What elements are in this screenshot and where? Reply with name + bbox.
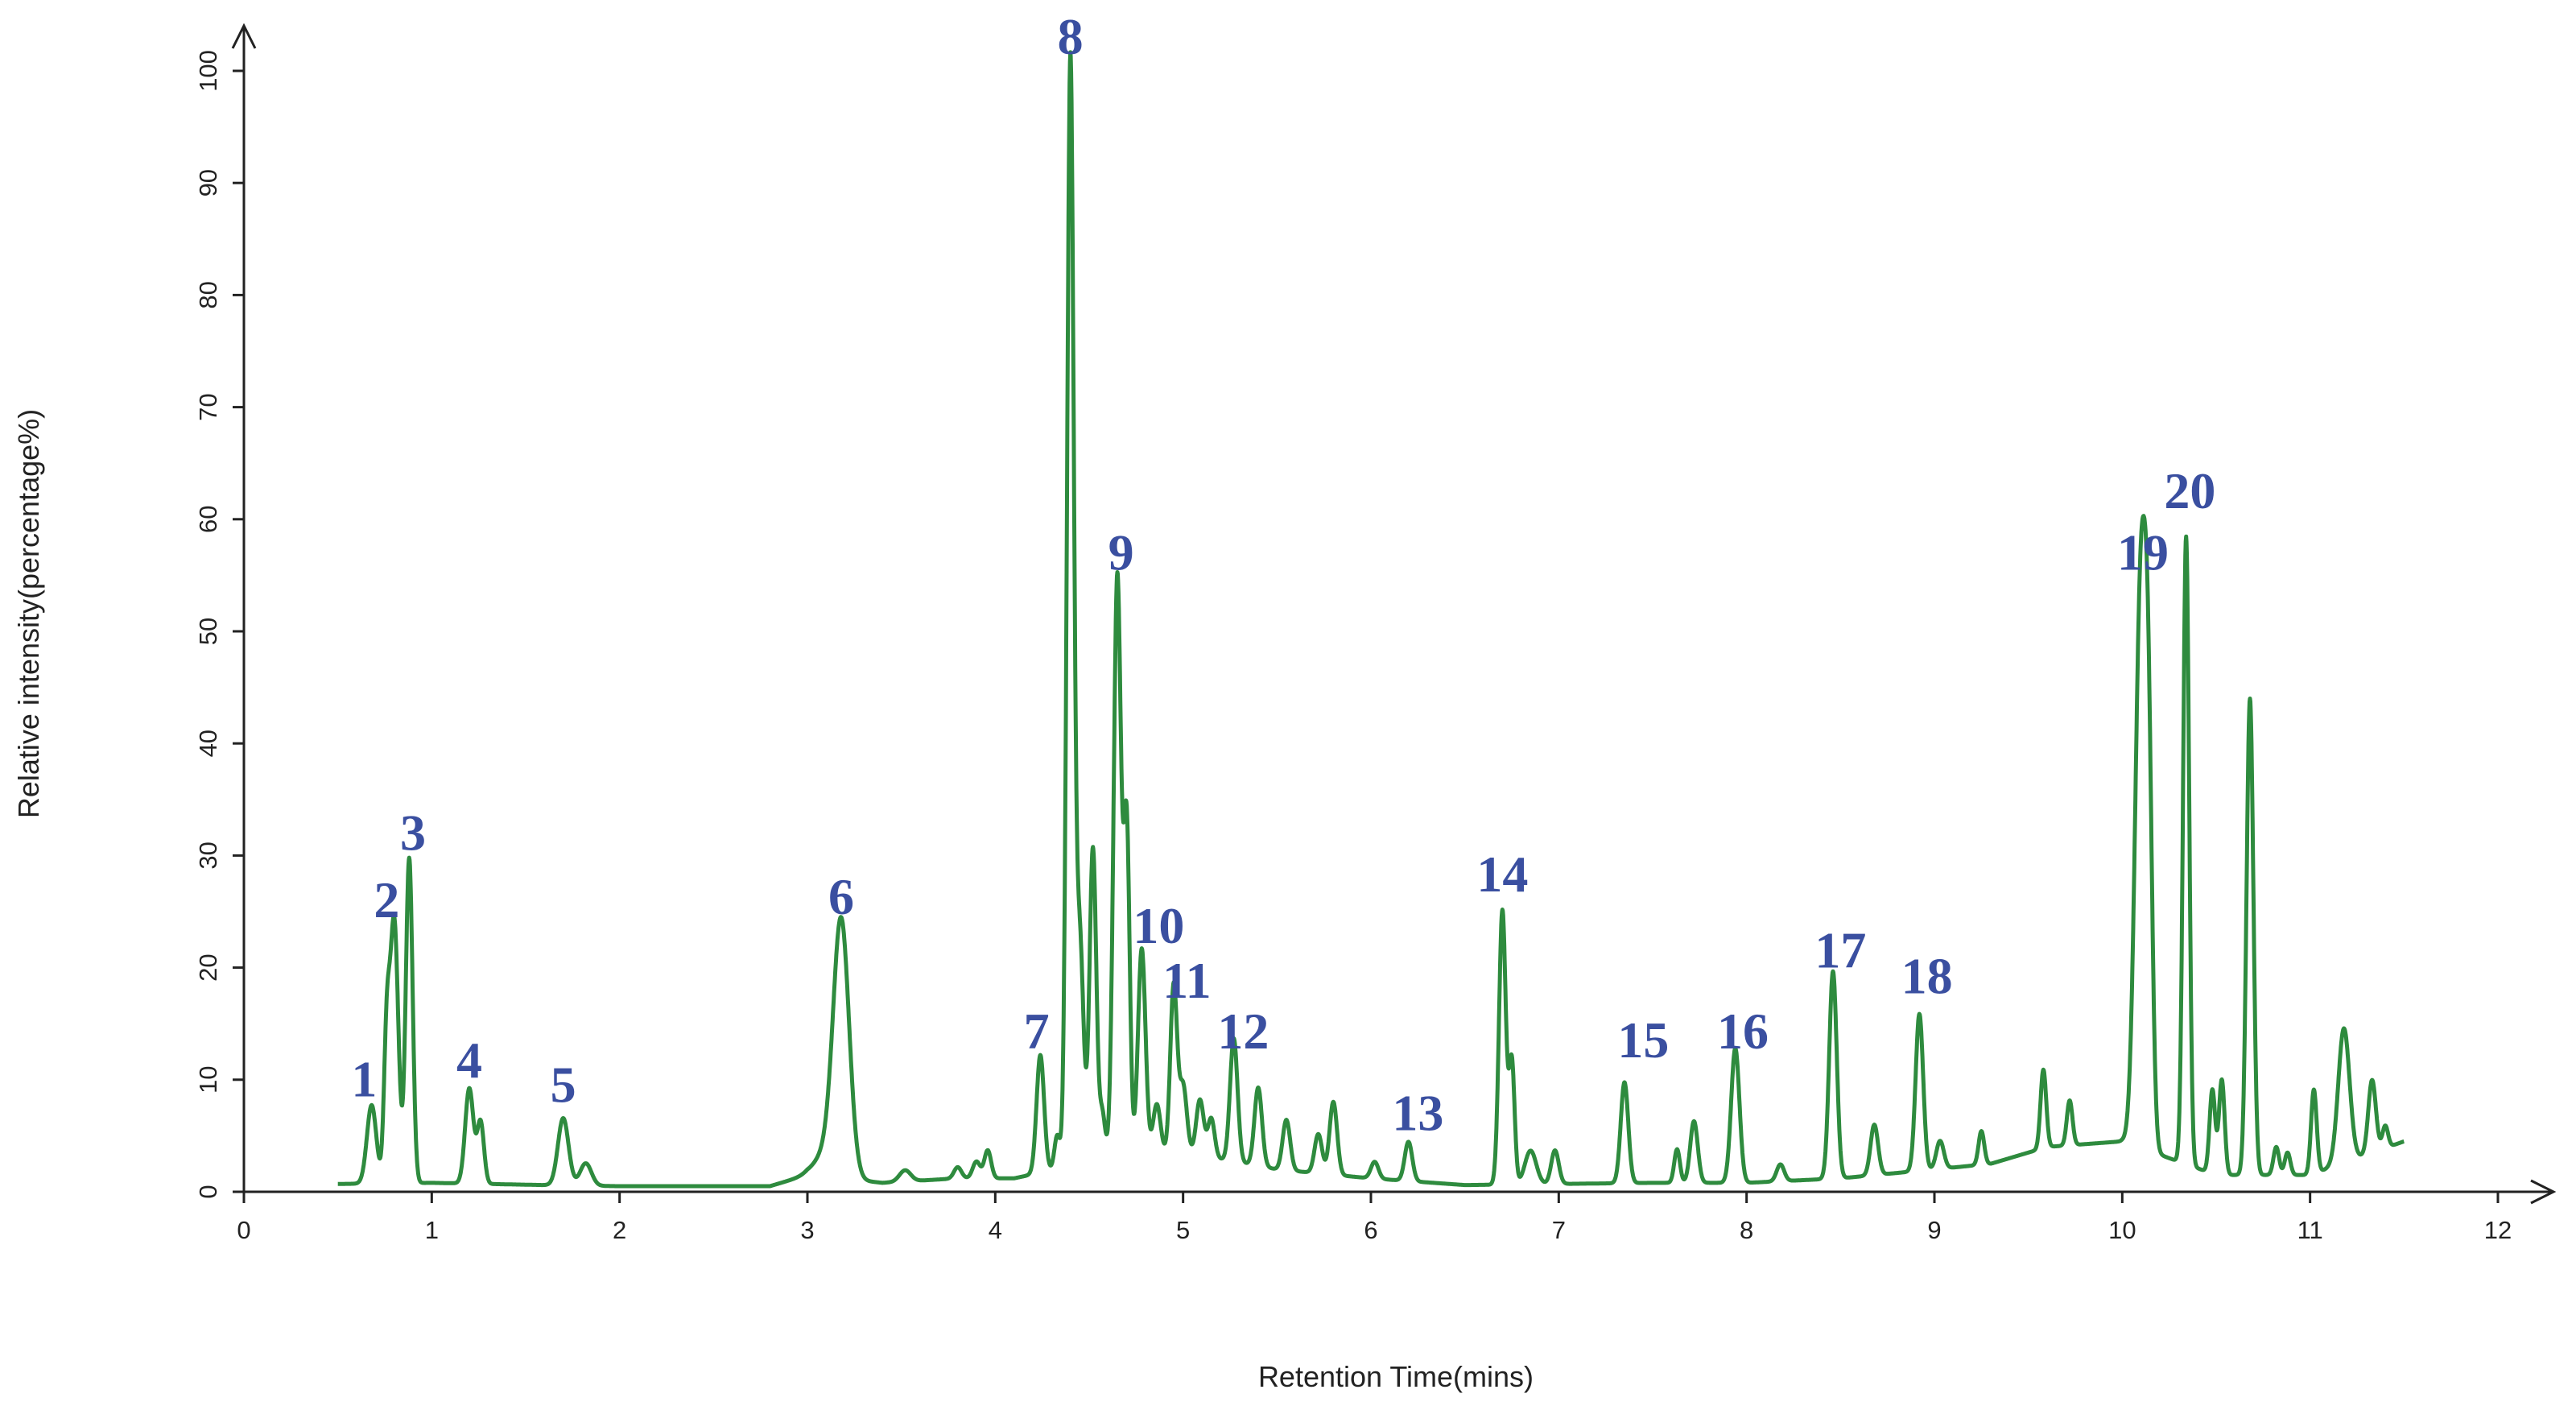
peak-label-15: 15 [1617, 1011, 1669, 1069]
peak-label-3: 3 [400, 804, 426, 861]
series-line-chromatogram [336, 50, 2406, 1189]
y-tick-label: 70 [194, 393, 222, 420]
y-tick-label: 30 [194, 842, 222, 869]
peak-label-13: 13 [1392, 1084, 1443, 1141]
peak-label-8: 8 [1058, 8, 1084, 65]
peak-label-1: 1 [351, 1051, 377, 1108]
peak-label-12: 12 [1217, 1003, 1269, 1060]
x-tick-label: 3 [800, 1216, 814, 1244]
y-ticks: 0 10 20 30 40 50 60 70 80 90 100 [194, 50, 244, 1199]
y-tick-label: 50 [194, 618, 222, 645]
y-tick-label: 60 [194, 506, 222, 533]
y-tick-label: 90 [194, 169, 222, 196]
y-tick-label: 20 [194, 953, 222, 981]
x-tick-label: 12 [2484, 1216, 2512, 1244]
peak-label-10: 10 [1133, 897, 1184, 954]
y-axis-arrowhead [231, 23, 257, 49]
x-tick-label: 11 [2297, 1216, 2323, 1244]
x-tick-label: 9 [1927, 1216, 1941, 1244]
peak-label-19: 19 [2117, 523, 2169, 581]
x-tick-label: 5 [1176, 1216, 1190, 1244]
x-tick-label: 1 [425, 1216, 439, 1244]
x-tick-label: 6 [1364, 1216, 1377, 1244]
x-tick-label: 0 [237, 1216, 250, 1244]
peak-label-9: 9 [1108, 523, 1134, 581]
peak-label-16: 16 [1717, 1003, 1769, 1060]
x-tick-label: 10 [2108, 1216, 2136, 1244]
peak-label-2: 2 [374, 871, 399, 928]
y-tick-label: 0 [194, 1185, 222, 1198]
peak-label-14: 14 [1476, 846, 1528, 903]
peak-label-6: 6 [828, 868, 854, 925]
x-tick-label: 8 [1740, 1216, 1753, 1244]
y-axis-title: Relative intensity(percentage%) [12, 409, 45, 818]
x-axis-arrowhead [2530, 1179, 2557, 1205]
axes [231, 23, 2557, 1205]
y-tick-label: 80 [194, 281, 222, 308]
peak-label-11: 11 [1162, 952, 1211, 1009]
series-layer [336, 50, 2406, 1189]
x-ticks: 0 1 2 3 4 5 6 7 8 9 10 11 12 [237, 1192, 2512, 1244]
peak-label-20: 20 [2164, 462, 2215, 519]
x-tick-label: 2 [613, 1216, 626, 1244]
peak-label-18: 18 [1901, 948, 1953, 1005]
peak-label-7: 7 [1024, 1003, 1050, 1060]
peak-label-5: 5 [551, 1057, 576, 1114]
y-tick-label: 40 [194, 730, 222, 757]
x-axis-title: Retention Time(mins) [1258, 1360, 1534, 1393]
x-tick-label: 7 [1552, 1216, 1566, 1244]
y-tick-label: 100 [194, 50, 222, 92]
peak-label-4: 4 [456, 1032, 482, 1089]
y-tick-label: 10 [194, 1066, 222, 1094]
x-tick-label: 4 [989, 1216, 1002, 1244]
peak-label-17: 17 [1814, 922, 1866, 979]
